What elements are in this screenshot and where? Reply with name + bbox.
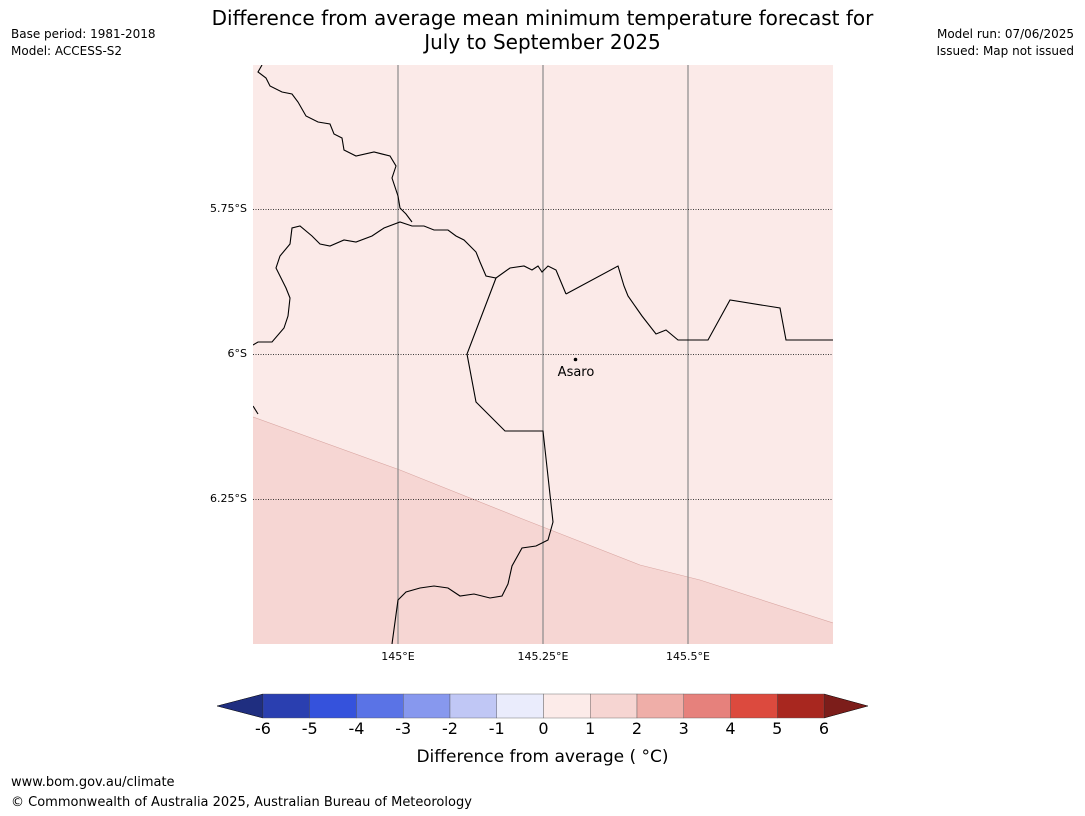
colorbar-over-arrow [823, 693, 869, 719]
asaro-label: Asaro [557, 365, 595, 380]
colorbar-cell [496, 693, 544, 719]
colorbar-cell [683, 693, 731, 719]
colorbar-tick-label: 1 [585, 719, 596, 738]
model-text: Model: ACCESS-S2 [11, 44, 123, 58]
colorbar-cell [730, 693, 778, 719]
colorbar-title: Difference from average ( °C) [416, 747, 669, 767]
colorbar-tick-label: -5 [301, 719, 318, 738]
lat-label-6-25: 6.25°S [210, 492, 247, 505]
colorbar-tick-label: 4 [725, 719, 736, 738]
colorbar-cell [403, 693, 451, 719]
lat-label-5-75: 5.75°S [210, 202, 247, 215]
colorbar-tick-label: -1 [488, 719, 505, 738]
boundary-east [565, 265, 833, 341]
colorbar-cell [309, 693, 357, 719]
base-period-text: Base period: 1981-2018 [11, 27, 156, 41]
colorbar-tick-label: -4 [348, 719, 365, 738]
colorbar-cell [356, 693, 404, 719]
colorbar-tick-label: 2 [631, 719, 643, 738]
province-boundaries [253, 65, 833, 644]
colorbar-cell [543, 693, 591, 719]
boundary-central [253, 221, 567, 346]
issued-text: Issued: Map not issued [936, 44, 1074, 58]
map-title: Difference from average mean minimum tem… [0, 6, 1085, 54]
asaro-marker [573, 357, 578, 362]
title-line-2: July to September 2025 [424, 30, 661, 54]
footer-url[interactable]: www.bom.gov.au/climate [11, 775, 175, 790]
boundary-west-stub [253, 405, 259, 415]
boundary-south [391, 277, 554, 644]
colorbar-tick-label: 5 [772, 719, 783, 738]
colorbar-cell [636, 693, 684, 719]
colorbar-tick-label: 3 [678, 719, 689, 738]
colorbar-tick-label: -3 [395, 719, 412, 738]
colorbar-tick-label: -2 [442, 719, 458, 738]
boundary-north [257, 65, 413, 223]
meta-right: Model run: 07/06/2025 Issued: Map not is… [936, 26, 1074, 60]
colorbar-tick-label: -6 [255, 719, 271, 738]
footer-copyright: © Commonwealth of Australia 2025, Austra… [11, 795, 472, 810]
colorbar-cell [449, 693, 497, 719]
lon-label-145: 145°E [381, 650, 415, 663]
colorbar-cell [590, 693, 638, 719]
title-line-1: Difference from average mean minimum tem… [211, 6, 874, 30]
colorbar-under-arrow [216, 693, 264, 719]
colorbar-tick-label: 6 [818, 719, 830, 738]
zone-boundary [253, 416, 833, 624]
colorbar-cells [262, 693, 825, 719]
colorbar-cell [777, 693, 825, 719]
lon-label-145-5: 145.5°E [666, 650, 710, 663]
lat-label-6: 6°S [227, 347, 247, 360]
colorbar-cell [262, 693, 310, 719]
meta-left: Base period: 1981-2018 Model: ACCESS-S2 [11, 26, 156, 60]
model-run-text: Model run: 07/06/2025 [936, 27, 1074, 41]
lon-label-145-25: 145.25°E [517, 650, 569, 663]
colorbar-tick-label: 0 [538, 719, 549, 738]
